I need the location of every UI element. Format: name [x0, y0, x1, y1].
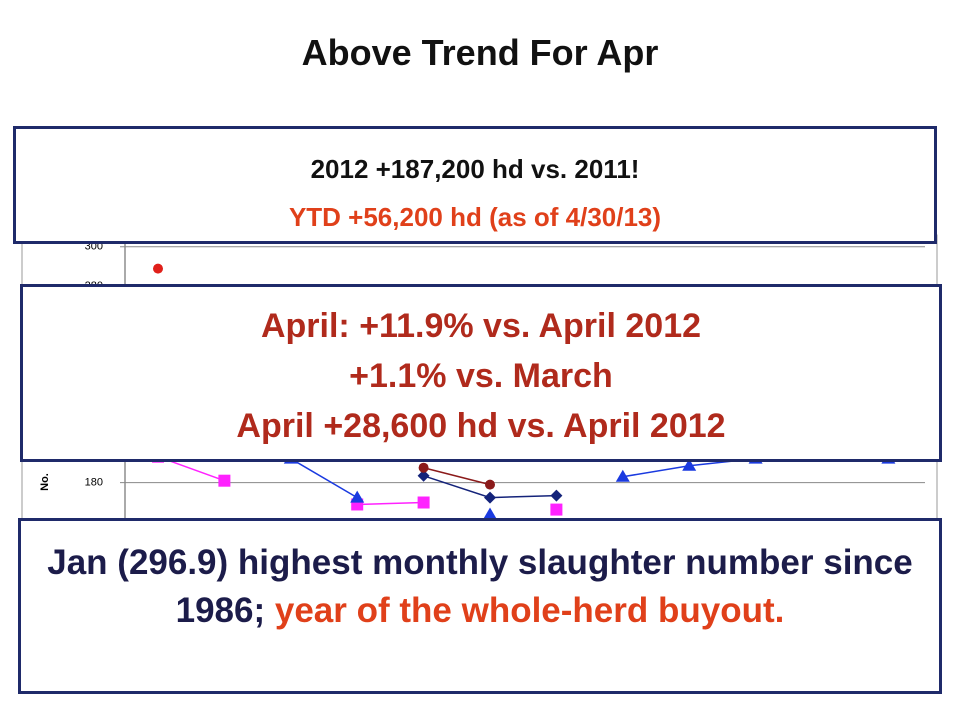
marker [350, 490, 365, 503]
callout-box: Jan (296.9) highest monthly slaughter nu… [18, 518, 942, 694]
marker [418, 462, 429, 473]
callout-box: 2012 +187,200 hd vs. 2011! YTD +56,200 h… [13, 126, 937, 244]
callout-text: Jan (296.9) highest monthly slaughter nu… [47, 543, 913, 630]
callout-text: YTD +56,200 hd (as of 4/30/13) [288, 202, 662, 232]
y-tick-label: 180 [85, 477, 103, 489]
marker [682, 458, 697, 471]
marker [417, 469, 430, 482]
callout-text: +1.1% vs. March [349, 357, 613, 395]
marker [218, 474, 231, 487]
marker [483, 507, 497, 520]
marker [485, 479, 495, 490]
marker [153, 263, 163, 274]
marker [484, 491, 496, 504]
callout-box: April: +11.9% vs. April 2012 +1.1% vs. M… [20, 284, 942, 462]
marker [550, 503, 563, 516]
marker [550, 489, 563, 502]
callout-text: year of the whole-herd buyout. [274, 591, 785, 630]
y-axis-label: No. [39, 473, 51, 491]
slide-title: Above Trend For Apr [301, 32, 659, 73]
callout-text: 2012 +187,200 hd vs. 2011! [310, 154, 640, 184]
callout-text: April +28,600 hd vs. April 2012 [236, 407, 726, 445]
marker [417, 496, 430, 509]
series-line [423, 466, 491, 486]
callout-text: April: +11.9% vs. April 2012 [260, 307, 702, 345]
marker [615, 469, 630, 482]
